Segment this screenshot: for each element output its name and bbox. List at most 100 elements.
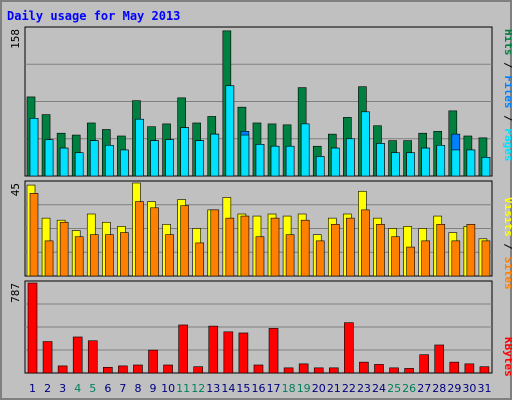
sites-bar [135, 201, 144, 277]
pages-bar [361, 111, 370, 177]
sites-bar [270, 217, 280, 277]
kbytes-bar [163, 364, 173, 374]
pages-bar [180, 127, 189, 177]
x-tick-label: 18 [282, 382, 296, 395]
pages-bar [44, 139, 54, 177]
kbytes-bar [72, 336, 83, 374]
sites-bar [481, 240, 491, 277]
kbytes-bar [103, 366, 113, 374]
kbytes-bar [193, 366, 204, 374]
x-tick-label: 9 [150, 382, 157, 395]
pages-bar [105, 144, 114, 177]
x-tick-label: 29 [447, 382, 461, 395]
sites-bar [59, 221, 69, 277]
sites-bar [165, 234, 174, 277]
sites-bar [240, 215, 250, 277]
legend-files: Files [502, 75, 512, 108]
sites-bar [255, 236, 265, 277]
legend-sep: / [502, 237, 512, 257]
x-tick-label: 11 [176, 382, 190, 395]
legend-sep: / [502, 109, 512, 129]
pages-bar [451, 149, 461, 177]
sites-bar [466, 224, 476, 277]
kbytes-bar [57, 365, 68, 374]
chart-title: Daily usage for May 2013 [7, 9, 180, 23]
pages-bar [74, 152, 84, 177]
pages-bar [300, 123, 310, 177]
x-tick-label: 15 [236, 382, 250, 395]
x-tick-label: 31 [477, 382, 491, 395]
pages-bar [391, 152, 400, 177]
legend-hits: Hits [502, 29, 512, 56]
sites-bar [330, 224, 340, 277]
sites-bar [391, 236, 400, 277]
x-tick-label: 7 [119, 382, 126, 395]
pages-bar [346, 138, 355, 177]
pages-bar [135, 118, 144, 177]
y-max-label: 787 [9, 283, 22, 303]
kbytes-bar [118, 365, 128, 374]
pages-bar [240, 134, 250, 177]
sites-bar [436, 224, 446, 277]
sites-bar [346, 217, 355, 277]
x-tick-label: 19 [297, 382, 311, 395]
x-tick-label: 28 [432, 382, 446, 395]
sites-bar [451, 240, 461, 277]
pages-bar [59, 147, 69, 177]
kbytes-bar [178, 324, 188, 374]
kbytes-bar [313, 367, 324, 374]
pages-bar [421, 147, 430, 177]
legend-kbytes: KBytes [502, 337, 512, 377]
x-tick-label: 2 [44, 382, 51, 395]
kbytes-bar [298, 363, 309, 374]
pages-bar [225, 85, 235, 177]
x-tick-label: 26 [402, 382, 416, 395]
x-tick-label: 14 [221, 382, 235, 395]
pages-bar [481, 157, 491, 177]
pages-bar [195, 140, 205, 177]
kbytes-bar [434, 344, 445, 374]
kbytes-bar [359, 361, 369, 374]
pages-bar [29, 118, 39, 177]
legend-visits: Visits [502, 197, 512, 237]
pages-bar [285, 145, 295, 177]
x-tick-label: 17 [267, 382, 281, 395]
kbytes-bar [268, 328, 279, 374]
kbytes-bar [389, 367, 399, 374]
legend-sep: / [502, 56, 512, 76]
x-tick-label: 10 [161, 382, 175, 395]
x-tick-label: 1 [29, 382, 36, 395]
pages-bar [210, 133, 220, 177]
x-tick-label: 21 [327, 382, 341, 395]
x-tick-label: 30 [462, 382, 476, 395]
pages-bar [330, 147, 340, 177]
sites-bar [195, 242, 205, 277]
kbytes-bar [464, 363, 475, 374]
legend-pages: Pages [502, 128, 512, 161]
kbytes-bar [148, 349, 158, 374]
x-tick-label: 13 [206, 382, 220, 395]
sites-bar [406, 246, 415, 277]
sites-bar [150, 207, 159, 277]
x-tick-label: 24 [372, 382, 386, 395]
pages-bar [436, 144, 446, 177]
kbytes-bar [42, 341, 53, 374]
pages-bar [376, 143, 385, 177]
x-tick-label: 3 [59, 382, 66, 395]
sites-bar [315, 240, 325, 277]
pages-bar [89, 140, 99, 177]
sites-bar [376, 224, 385, 277]
y-max-label: 45 [9, 183, 22, 196]
kbytes-bar [133, 364, 143, 374]
x-tick-label: 27 [417, 382, 431, 395]
sites-bar [285, 234, 295, 277]
x-tick-label: 23 [357, 382, 371, 395]
x-tick-label: 22 [342, 382, 356, 395]
x-tick-label: 16 [252, 382, 266, 395]
kbytes-bar [253, 364, 264, 374]
sites-bar [361, 209, 370, 277]
pages-bar [466, 149, 476, 177]
kbytes-bar [419, 354, 429, 374]
